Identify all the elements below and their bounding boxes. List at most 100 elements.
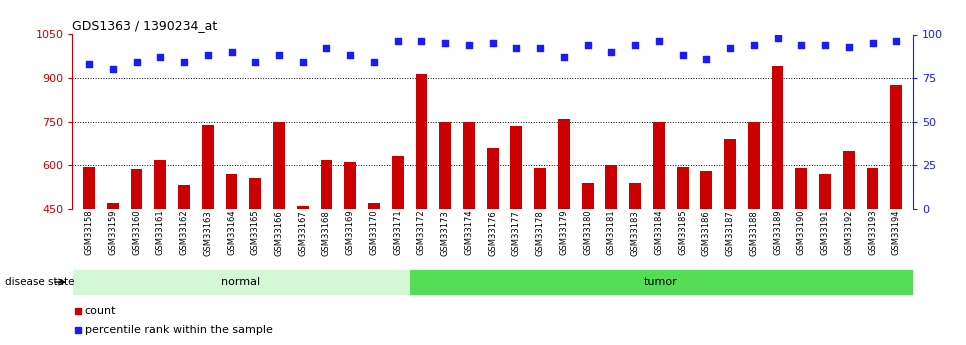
Text: GSM33159: GSM33159 [108, 210, 117, 255]
Point [841, 44, 857, 49]
Text: GSM33167: GSM33167 [298, 210, 307, 256]
Text: count: count [85, 306, 116, 316]
Text: GSM33173: GSM33173 [440, 210, 450, 256]
Point [556, 55, 572, 60]
Point [889, 39, 904, 44]
Text: tumor: tumor [644, 277, 677, 287]
Bar [606, 165, 617, 209]
Bar [368, 203, 380, 209]
Point [319, 46, 334, 51]
Point [627, 42, 642, 48]
Point [675, 53, 691, 58]
Text: GSM33179: GSM33179 [559, 210, 568, 255]
Text: GSM33164: GSM33164 [227, 210, 236, 255]
Text: GSM33180: GSM33180 [583, 210, 592, 255]
Text: GSM33166: GSM33166 [274, 210, 283, 256]
Text: GSM33163: GSM33163 [203, 210, 213, 256]
Bar [724, 139, 736, 209]
Point [817, 42, 833, 48]
Text: normal: normal [221, 277, 260, 287]
Text: GSM33169: GSM33169 [346, 210, 355, 255]
Bar [700, 171, 712, 209]
Point [509, 46, 525, 51]
Bar [510, 126, 523, 209]
Point [485, 40, 500, 46]
Point [81, 61, 97, 67]
Text: GSM33183: GSM33183 [631, 210, 639, 256]
Text: GSM33188: GSM33188 [750, 210, 758, 256]
Text: GSM33190: GSM33190 [797, 210, 806, 255]
Point [532, 46, 548, 51]
Point [723, 46, 738, 51]
Text: GSM33178: GSM33178 [535, 210, 545, 256]
Text: GSM33162: GSM33162 [180, 210, 188, 255]
Text: disease state: disease state [5, 277, 74, 287]
Bar [273, 122, 285, 209]
Point [343, 53, 358, 58]
Text: GSM33168: GSM33168 [322, 210, 331, 256]
Bar [72, 269, 409, 295]
Text: GSM33187: GSM33187 [725, 210, 734, 256]
Point [461, 42, 476, 48]
Text: GSM33176: GSM33176 [488, 210, 497, 256]
Bar [463, 122, 475, 209]
Bar [130, 169, 143, 209]
Text: GSM33172: GSM33172 [417, 210, 426, 255]
Point [438, 40, 453, 46]
Text: GSM33158: GSM33158 [85, 210, 94, 255]
Bar [344, 162, 356, 209]
Point [153, 55, 168, 60]
Point [651, 39, 667, 44]
Point [770, 35, 785, 41]
Text: GSM33184: GSM33184 [654, 210, 664, 255]
Point [247, 60, 263, 65]
Text: GSM33174: GSM33174 [465, 210, 473, 255]
Bar [653, 122, 665, 209]
Bar [107, 204, 119, 209]
Text: GSM33171: GSM33171 [393, 210, 402, 255]
Text: GSM33177: GSM33177 [512, 210, 521, 256]
Text: GSM33165: GSM33165 [251, 210, 260, 255]
Point [413, 39, 429, 44]
Bar [772, 67, 783, 209]
Bar [676, 167, 689, 209]
Bar [226, 174, 238, 209]
Bar [440, 122, 451, 209]
Point [271, 53, 287, 58]
Bar [748, 122, 759, 209]
Bar [867, 168, 878, 209]
Text: GSM33160: GSM33160 [132, 210, 141, 255]
Point [295, 60, 310, 65]
Text: GSM33185: GSM33185 [678, 210, 687, 255]
Point [200, 53, 215, 58]
Text: percentile rank within the sample: percentile rank within the sample [85, 325, 272, 335]
Bar [155, 160, 166, 209]
Bar [249, 178, 261, 209]
Text: GSM33193: GSM33193 [868, 210, 877, 255]
Bar [891, 85, 902, 209]
Text: GSM33161: GSM33161 [156, 210, 165, 255]
Bar [629, 183, 641, 209]
Point [746, 42, 761, 48]
Bar [409, 269, 913, 295]
Bar [487, 148, 498, 209]
Text: GSM33194: GSM33194 [892, 210, 900, 255]
Bar [558, 119, 570, 209]
Text: GSM33192: GSM33192 [844, 210, 853, 255]
Bar [178, 186, 190, 209]
Point [390, 39, 406, 44]
Bar [819, 174, 831, 209]
Point [604, 49, 619, 55]
Point [580, 42, 595, 48]
Text: GSM33186: GSM33186 [702, 210, 711, 256]
Bar [297, 206, 309, 209]
Text: GSM33191: GSM33191 [820, 210, 830, 255]
Point [698, 56, 714, 62]
Point [105, 67, 121, 72]
Point [177, 60, 192, 65]
Bar [415, 74, 427, 209]
Bar [392, 156, 404, 209]
Point [865, 40, 880, 46]
Text: GDS1363 / 1390234_at: GDS1363 / 1390234_at [72, 19, 217, 32]
Bar [795, 168, 808, 209]
